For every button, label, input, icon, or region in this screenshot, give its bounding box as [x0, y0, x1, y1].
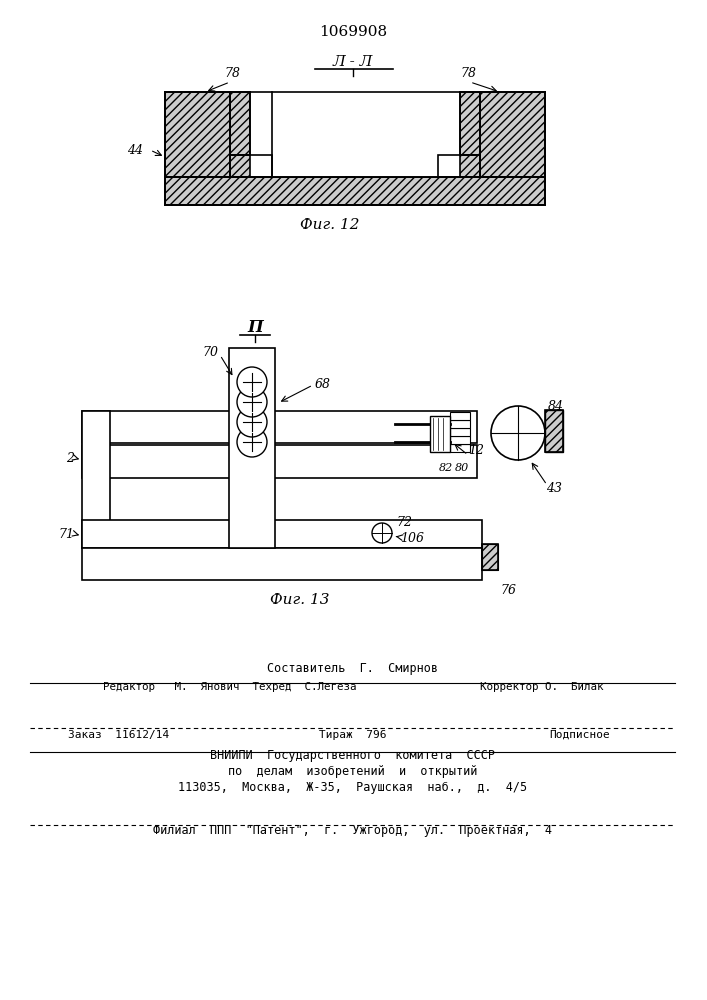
Circle shape	[237, 407, 267, 437]
Bar	[450, 412, 470, 420]
Text: 44: 44	[127, 143, 143, 156]
Text: 72: 72	[396, 516, 412, 530]
Text: ВНИИПИ  Государственного  комитета  СССР: ВНИИПИ Государственного комитета СССР	[211, 749, 496, 762]
Text: 80: 80	[455, 463, 469, 473]
Bar	[165, 177, 545, 205]
Bar	[230, 155, 272, 177]
Bar	[82, 520, 482, 548]
Text: Л - Л: Л - Л	[333, 55, 373, 69]
Text: 12: 12	[468, 444, 484, 457]
Text: Составитель  Г.  Смирнов: Составитель Г. Смирнов	[267, 662, 438, 675]
Text: Заказ  11612/14: Заказ 11612/14	[68, 730, 169, 740]
Text: Тираж  796: Тираж 796	[320, 730, 387, 740]
Circle shape	[491, 406, 545, 460]
Text: 68: 68	[315, 378, 331, 391]
Text: 70: 70	[202, 346, 218, 359]
Bar	[545, 410, 563, 452]
Bar	[482, 544, 498, 570]
Text: Фиг. 13: Фиг. 13	[270, 593, 329, 607]
Text: 2: 2	[66, 452, 74, 464]
Text: 113035,  Москва,  Ж-35,  Раушская  наб.,  д.  4/5: 113035, Москва, Ж-35, Раушская наб., д. …	[178, 781, 527, 794]
Bar	[480, 92, 545, 177]
Bar	[460, 92, 480, 155]
Bar	[229, 348, 275, 548]
Text: 71: 71	[58, 528, 74, 540]
Bar	[82, 411, 477, 443]
Bar	[482, 544, 498, 570]
Text: П: П	[247, 320, 263, 336]
Circle shape	[372, 523, 392, 543]
Circle shape	[237, 367, 267, 397]
Text: 43: 43	[546, 482, 562, 494]
Bar	[250, 92, 345, 177]
Bar	[480, 92, 545, 177]
Bar	[230, 155, 272, 177]
Text: Подписное: Подписное	[549, 730, 610, 740]
Text: Филиал  ППП  "Патент",  г.  Ужгород,  ул.  Проектная,  4: Филиал ППП "Патент", г. Ужгород, ул. Про…	[153, 824, 552, 837]
Bar	[82, 411, 110, 548]
Bar	[450, 444, 470, 452]
Bar	[450, 428, 470, 436]
Bar	[82, 445, 477, 478]
Text: Фиг. 12: Фиг. 12	[300, 218, 360, 232]
Bar	[230, 92, 250, 155]
Text: 76: 76	[500, 584, 516, 597]
Bar	[450, 420, 470, 428]
Circle shape	[237, 387, 267, 417]
Bar	[430, 416, 450, 452]
Bar	[165, 92, 230, 177]
Bar	[545, 410, 563, 452]
Text: 78: 78	[460, 67, 476, 80]
Bar	[355, 92, 460, 177]
Bar	[165, 92, 230, 177]
Circle shape	[237, 427, 267, 457]
Bar	[82, 548, 482, 580]
Text: 106: 106	[400, 532, 424, 544]
Text: 82: 82	[439, 463, 453, 473]
Bar	[438, 155, 480, 177]
Text: по  делам  изобретений  и  открытий: по делам изобретений и открытий	[228, 765, 478, 778]
Bar	[460, 92, 480, 155]
Text: 84: 84	[548, 400, 564, 414]
Bar	[230, 92, 250, 155]
Text: 78: 78	[224, 67, 240, 80]
Bar	[165, 177, 545, 205]
Bar	[438, 155, 480, 177]
Bar	[450, 436, 470, 444]
Text: Редактор   М.  Янович  Техред  С.Легеза                   Корректор О.  Билак: Редактор М. Янович Техред С.Легеза Корре…	[103, 682, 603, 692]
Text: 1069908: 1069908	[319, 25, 387, 39]
